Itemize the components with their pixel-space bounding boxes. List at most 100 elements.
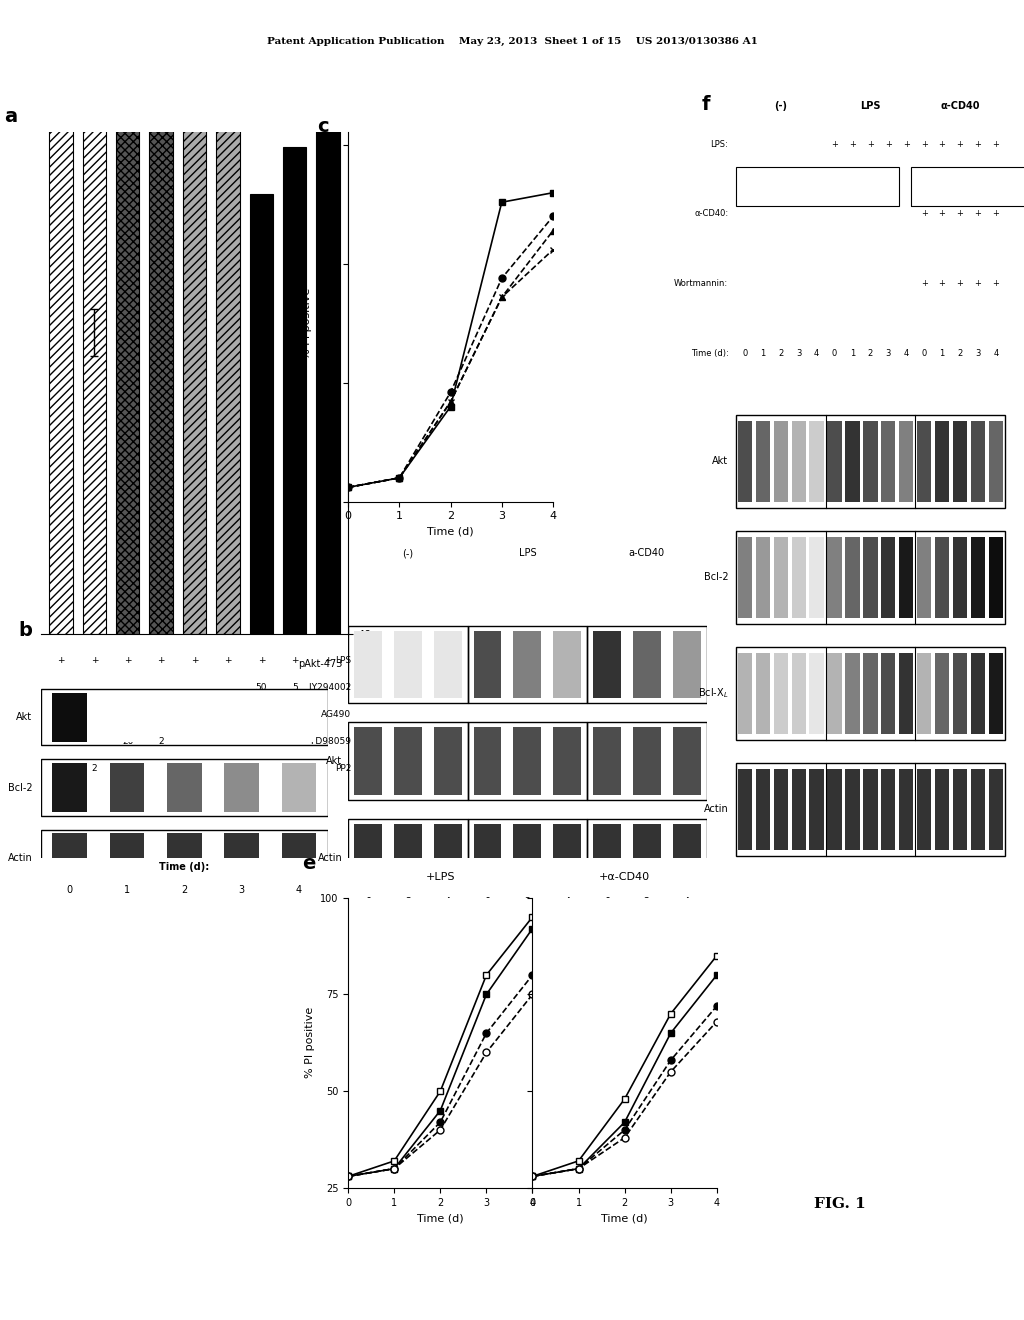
Bar xyxy=(918,421,932,502)
Text: Akt: Akt xyxy=(16,713,33,722)
Bar xyxy=(756,421,770,502)
Text: +: + xyxy=(939,140,945,149)
Text: Bcl-X$_{L}$: Bcl-X$_{L}$ xyxy=(698,686,728,700)
Text: 1: 1 xyxy=(760,348,766,358)
Bar xyxy=(756,768,770,850)
Bar xyxy=(41,830,328,886)
Bar xyxy=(473,631,502,698)
Bar xyxy=(736,763,1005,855)
Bar xyxy=(468,820,587,896)
Text: b: b xyxy=(18,622,32,640)
Y-axis label: % PI positive: % PI positive xyxy=(387,343,399,422)
Text: 2: 2 xyxy=(778,348,783,358)
Text: +: + xyxy=(158,656,165,665)
Text: Actin: Actin xyxy=(7,853,33,863)
Bar xyxy=(863,421,878,502)
Bar xyxy=(952,421,967,502)
Bar xyxy=(809,537,823,618)
Text: PP2: PP2 xyxy=(335,764,351,774)
Text: Time (d):: Time (d): xyxy=(502,936,553,945)
Text: (-): (-) xyxy=(402,548,414,558)
Text: +α-CD40: +α-CD40 xyxy=(599,873,650,882)
Text: e: e xyxy=(302,854,315,873)
Text: +: + xyxy=(975,210,981,218)
Text: +: + xyxy=(921,279,928,288)
Bar xyxy=(952,768,967,850)
Text: +: + xyxy=(867,140,873,149)
Bar xyxy=(673,727,700,795)
Text: 3: 3 xyxy=(886,348,891,358)
Bar xyxy=(863,652,878,734)
Bar xyxy=(354,631,382,698)
Bar xyxy=(971,652,985,734)
Bar xyxy=(899,652,913,734)
Bar xyxy=(282,763,316,812)
Text: Actin: Actin xyxy=(703,804,728,814)
Bar xyxy=(224,693,259,742)
Bar xyxy=(792,768,806,850)
Bar xyxy=(935,652,949,734)
Text: 0: 0 xyxy=(484,896,490,907)
Text: Patent Application Publication    May 23, 2013  Sheet 1 of 15    US 2013/0130386: Patent Application Publication May 23, 2… xyxy=(266,37,758,46)
Bar xyxy=(952,652,967,734)
Text: 5: 5 xyxy=(292,684,298,692)
Text: 4: 4 xyxy=(444,896,451,907)
Text: AG490: AG490 xyxy=(322,710,351,719)
Bar xyxy=(513,727,542,795)
Bar xyxy=(935,537,949,618)
Bar xyxy=(83,24,106,634)
X-axis label: Time (d): Time (d) xyxy=(601,1213,648,1224)
Bar xyxy=(827,768,842,850)
Y-axis label: % PI positive: % PI positive xyxy=(302,288,312,359)
Bar xyxy=(756,537,770,618)
Bar xyxy=(394,631,422,698)
Text: 4: 4 xyxy=(684,896,690,907)
Bar xyxy=(110,693,144,742)
Bar xyxy=(354,727,382,795)
Bar xyxy=(881,537,895,618)
Bar xyxy=(49,0,73,634)
Bar xyxy=(434,631,462,698)
Bar xyxy=(971,421,985,502)
Text: a: a xyxy=(4,107,17,125)
X-axis label: Time (d): Time (d) xyxy=(417,1213,464,1224)
Bar xyxy=(593,727,621,795)
Text: +: + xyxy=(831,140,838,149)
Bar xyxy=(935,768,949,850)
Text: +: + xyxy=(224,656,231,665)
Bar xyxy=(167,763,202,812)
Bar xyxy=(167,833,202,883)
Text: 3: 3 xyxy=(975,348,981,358)
Bar xyxy=(283,148,306,634)
Bar xyxy=(633,727,660,795)
Bar xyxy=(774,652,788,734)
Text: 2: 2 xyxy=(159,737,164,746)
Bar xyxy=(971,537,985,618)
Text: 1: 1 xyxy=(939,348,945,358)
Text: +: + xyxy=(57,656,65,665)
Text: +LPS: +LPS xyxy=(426,873,455,882)
Bar xyxy=(52,763,87,812)
Text: 1: 1 xyxy=(124,884,130,895)
Bar xyxy=(553,631,582,698)
Text: 4: 4 xyxy=(903,348,909,358)
Text: +: + xyxy=(921,210,928,218)
Bar xyxy=(827,537,842,618)
Text: Actin: Actin xyxy=(317,853,342,863)
Bar xyxy=(774,421,788,502)
Text: Wortmannin:: Wortmannin: xyxy=(674,279,728,288)
X-axis label: Time (d): Time (d) xyxy=(427,527,474,537)
Bar xyxy=(513,631,542,698)
Bar xyxy=(593,631,621,698)
Bar xyxy=(224,763,259,812)
Bar xyxy=(434,727,462,795)
Bar xyxy=(899,768,913,850)
Bar xyxy=(881,421,895,502)
Bar xyxy=(971,768,985,850)
Bar xyxy=(737,537,752,618)
Text: 3: 3 xyxy=(239,884,245,895)
Bar xyxy=(899,537,913,618)
Bar xyxy=(587,722,707,800)
Text: Bcl-2: Bcl-2 xyxy=(703,572,728,582)
Text: 2: 2 xyxy=(524,896,530,907)
